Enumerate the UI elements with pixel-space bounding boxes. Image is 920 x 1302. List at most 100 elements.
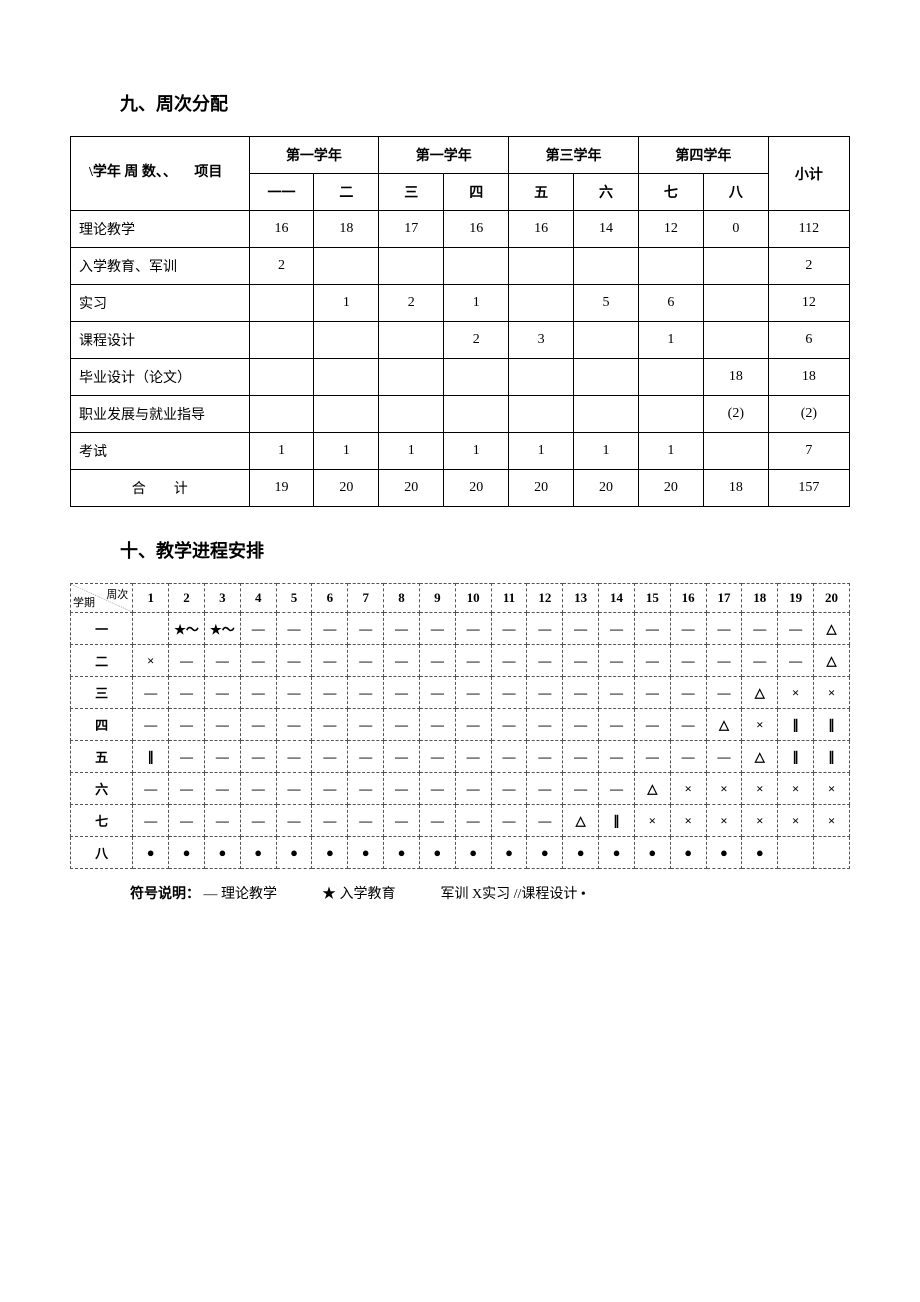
t2-cell: — <box>491 773 527 805</box>
t2-week-header: 16 <box>670 584 706 613</box>
t1-cell <box>249 359 314 396</box>
t2-cell: ● <box>169 837 205 869</box>
t2-cell: — <box>169 741 205 773</box>
t2-cell: △ <box>634 773 670 805</box>
t2-cell: — <box>240 645 276 677</box>
section2-title: 十、教学进程安排 <box>120 537 850 563</box>
t2-cell: — <box>348 645 384 677</box>
t1-cell: 1 <box>444 433 509 470</box>
t2-cell: — <box>563 741 599 773</box>
t2-cell: — <box>169 773 205 805</box>
t2-sem-label: 一 <box>71 613 133 645</box>
t2-cell: — <box>742 613 778 645</box>
t2-cell: — <box>634 709 670 741</box>
t1-year-header: 第一学年 <box>379 137 509 174</box>
t2-cell: ∥ <box>778 741 814 773</box>
t1-cell <box>314 359 379 396</box>
t2-cell: — <box>312 677 348 709</box>
t2-cell: — <box>599 741 635 773</box>
t2-cell: × <box>634 805 670 837</box>
legend-item: — 理论教学 <box>204 887 278 902</box>
t1-cell: 1 <box>638 433 703 470</box>
t2-cell: △ <box>742 677 778 709</box>
t1-cell <box>574 248 639 285</box>
t2-cell: △ <box>563 805 599 837</box>
t2-cell: — <box>527 613 563 645</box>
t1-subtotal-header: 小计 <box>768 137 849 211</box>
t1-cell <box>703 248 768 285</box>
t1-cell: 1 <box>314 285 379 322</box>
t2-cell <box>814 837 850 869</box>
t2-cell: — <box>491 645 527 677</box>
t2-cell: — <box>348 709 384 741</box>
t2-week-header: 15 <box>634 584 670 613</box>
t2-week-header: 17 <box>706 584 742 613</box>
t2-corner: 周次 学期 <box>71 584 133 613</box>
t2-cell: — <box>276 741 312 773</box>
t1-cell <box>444 248 509 285</box>
t2-week-header: 12 <box>527 584 563 613</box>
t1-cell: 20 <box>444 470 509 507</box>
t1-cell: 18 <box>703 359 768 396</box>
legend: 符号说明： — 理论教学 ★ 入学教育 军训 X实习 //课程设计 • <box>130 883 850 903</box>
t1-cell: 19 <box>249 470 314 507</box>
t2-week-header: 1 <box>133 584 169 613</box>
legend-item: 军训 X实习 //课程设计 • <box>441 887 586 902</box>
t2-cell: — <box>384 645 420 677</box>
t2-cell: — <box>169 677 205 709</box>
t1-cell <box>379 396 444 433</box>
t2-cell: — <box>419 805 455 837</box>
t2-week-header: 4 <box>240 584 276 613</box>
t1-cell <box>638 359 703 396</box>
t2-cell: ∥ <box>814 709 850 741</box>
t1-sem-header: 五 <box>509 174 574 211</box>
t2-cell: — <box>133 805 169 837</box>
t2-cell: — <box>276 709 312 741</box>
t2-cell: ★～ <box>204 613 240 645</box>
t2-cell: ● <box>133 837 169 869</box>
t1-row-label: 实习 <box>71 285 250 322</box>
t1-cell <box>509 285 574 322</box>
t1-cell: 16 <box>444 211 509 248</box>
t1-cell <box>574 322 639 359</box>
t2-cell: — <box>634 645 670 677</box>
section1-title: 九、周次分配 <box>120 90 850 116</box>
t1-cell <box>444 359 509 396</box>
t2-cell: — <box>634 613 670 645</box>
t1-cell: 2 <box>379 285 444 322</box>
t2-sem-label: 五 <box>71 741 133 773</box>
t1-cell: 16 <box>509 211 574 248</box>
t2-cell: — <box>563 613 599 645</box>
t1-cell: 18 <box>703 470 768 507</box>
t2-cell: × <box>670 773 706 805</box>
t1-cell: 16 <box>249 211 314 248</box>
t2-cell: ● <box>455 837 491 869</box>
t2-cell: ● <box>312 837 348 869</box>
t2-cell: — <box>312 741 348 773</box>
t2-cell: — <box>599 613 635 645</box>
t2-cell: — <box>276 645 312 677</box>
t2-cell: — <box>312 773 348 805</box>
t2-cell: ★～ <box>169 613 205 645</box>
t2-cell: × <box>706 773 742 805</box>
t2-cell: — <box>240 677 276 709</box>
t2-cell: — <box>706 645 742 677</box>
t1-corner-header: \学年 周 数、、 项目 <box>71 137 250 211</box>
t2-sem-label: 七 <box>71 805 133 837</box>
t2-cell: — <box>276 805 312 837</box>
t1-cell <box>703 285 768 322</box>
t1-row-label: 合 计 <box>71 470 250 507</box>
t2-cell: × <box>742 709 778 741</box>
t1-cell: 2 <box>249 248 314 285</box>
t2-cell: × <box>706 805 742 837</box>
t2-cell <box>133 613 169 645</box>
t2-cell: × <box>814 805 850 837</box>
t1-cell: (2) <box>703 396 768 433</box>
t2-cell: △ <box>742 741 778 773</box>
t2-cell: — <box>563 709 599 741</box>
t2-cell: — <box>634 741 670 773</box>
t2-cell: — <box>240 709 276 741</box>
t2-cell: — <box>563 677 599 709</box>
t2-cell <box>778 837 814 869</box>
t2-cell: — <box>348 773 384 805</box>
